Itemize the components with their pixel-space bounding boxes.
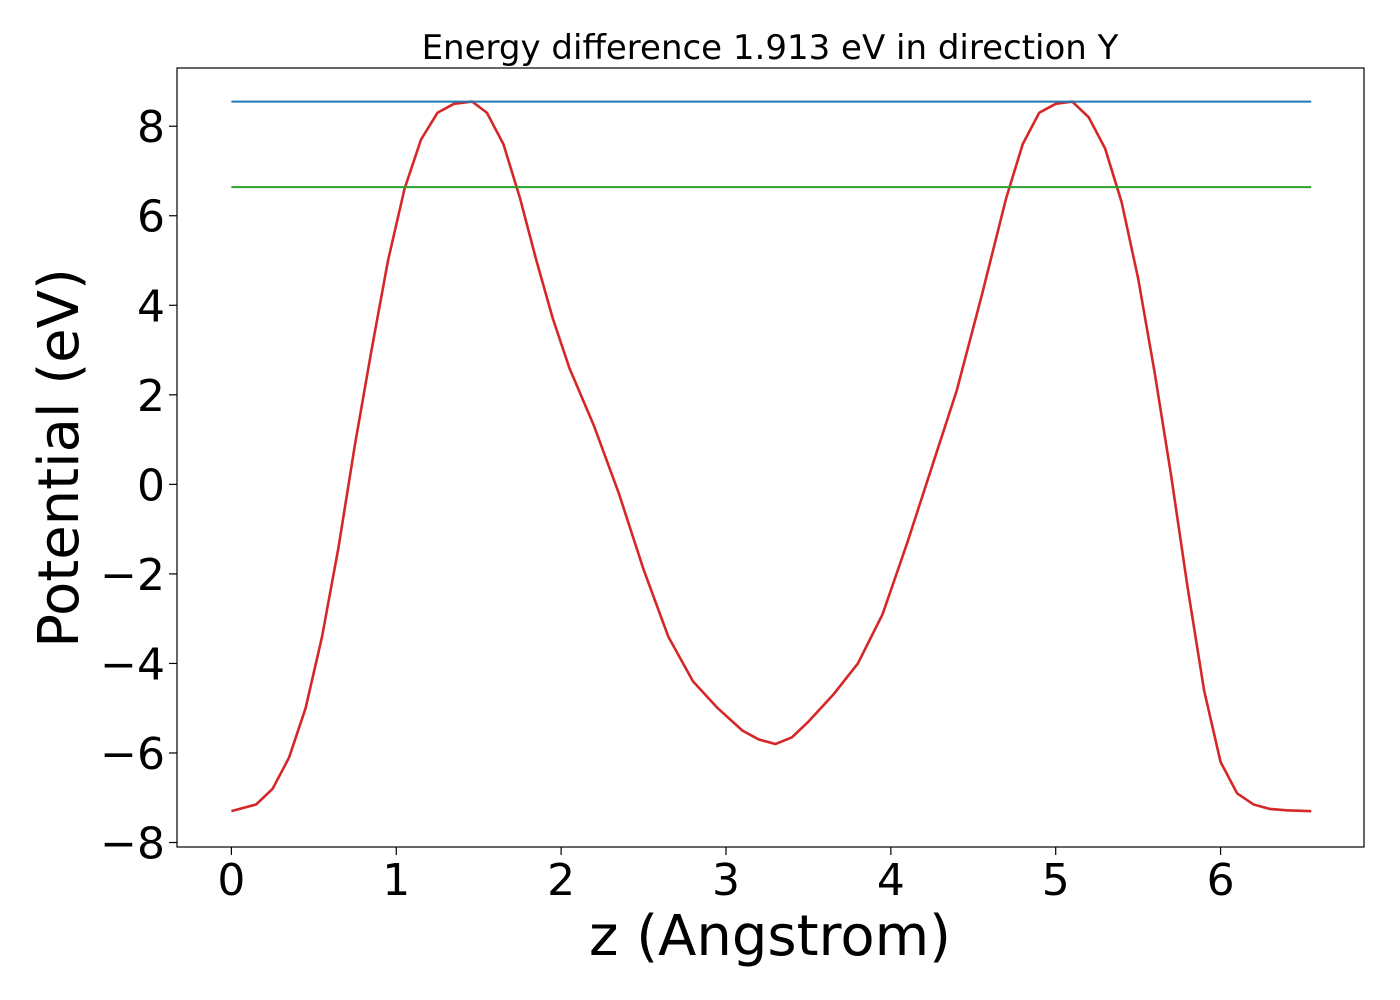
y-tick-label: −4 [100, 639, 165, 690]
x-tick-label: 6 [1207, 855, 1235, 906]
y-tick-label: −6 [100, 729, 165, 780]
x-tick-label: 1 [382, 855, 410, 906]
y-axis-label: Potential (eV) [27, 268, 92, 648]
y-tick-label: −2 [100, 550, 165, 601]
x-tick-label: 3 [712, 855, 740, 906]
x-axis-ticks: 0 1 2 3 4 5 6 [217, 847, 1235, 906]
potential-curve-line [231, 100, 1312, 813]
x-tick-label: 2 [547, 855, 575, 906]
y-tick-label: 6 [137, 192, 165, 243]
chart-title: Energy difference 1.913 eV in direction … [422, 28, 1119, 68]
x-axis-label: z (Angstrom) [589, 904, 951, 969]
x-tick-label: 4 [877, 855, 905, 906]
x-tick-label: 0 [217, 855, 245, 906]
y-tick-label: 0 [137, 460, 165, 511]
y-axis-ticks: −8 −6 −4 −2 0 2 4 6 8 [100, 102, 177, 870]
plot-lines [231, 100, 1312, 813]
y-tick-label: 8 [137, 102, 165, 153]
y-tick-label: 2 [137, 371, 165, 422]
y-tick-label: 4 [137, 281, 165, 332]
plot-frame [176, 67, 1365, 848]
y-tick-label: −8 [100, 819, 165, 870]
x-tick-label: 5 [1042, 855, 1070, 906]
